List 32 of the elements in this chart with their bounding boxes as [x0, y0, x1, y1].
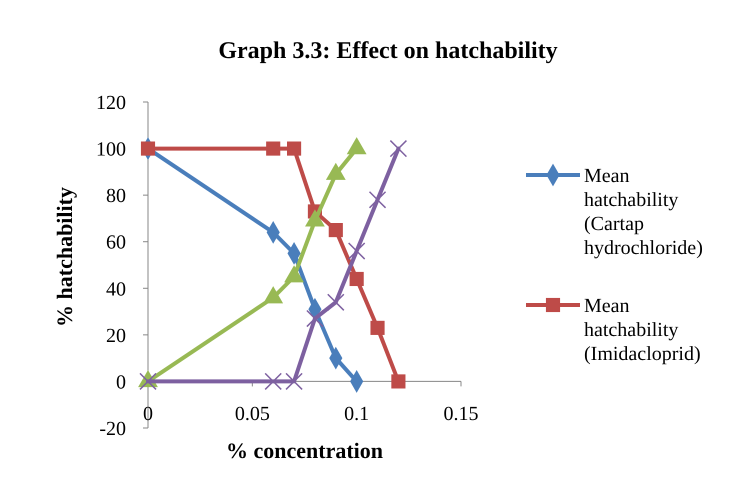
y-tick-label: -20: [99, 418, 126, 440]
x-tick-label: 0: [143, 403, 153, 425]
y-tick-label: 0: [116, 371, 126, 394]
point: [306, 310, 324, 328]
point: [264, 372, 282, 390]
x-axis-title: % concentration: [226, 438, 384, 463]
point: [327, 293, 345, 312]
chart-title: Graph 3.3: Effect on hatchability: [218, 38, 558, 64]
y-tick-label: 40: [106, 278, 126, 300]
point: [286, 142, 302, 156]
point: [391, 374, 406, 388]
point: [139, 372, 157, 390]
point: [328, 223, 343, 238]
point: [285, 372, 303, 390]
x-tick-label: 0.05: [234, 403, 270, 425]
y-axis-title: % hatchability: [52, 187, 77, 327]
legend-label: Mean hatchability (Cartap hydrochloride): [584, 165, 703, 259]
x-tick-label: 0.15: [444, 403, 478, 425]
point: [368, 191, 386, 209]
y-tick-label: 80: [106, 185, 126, 208]
x-tick-label: 0.1: [344, 403, 370, 425]
y-tick-label: 20: [106, 324, 126, 347]
y-tick-label: 120: [96, 92, 126, 114]
point: [350, 272, 364, 286]
y-tick-label: 100: [96, 138, 126, 161]
y-tick-label: 60: [106, 232, 126, 254]
point: [348, 242, 366, 260]
point: [266, 142, 280, 156]
point: [390, 140, 408, 158]
legend-label: Mean hatchability (Imidacloprid): [584, 295, 701, 365]
point: [140, 142, 156, 156]
point: [370, 320, 385, 335]
